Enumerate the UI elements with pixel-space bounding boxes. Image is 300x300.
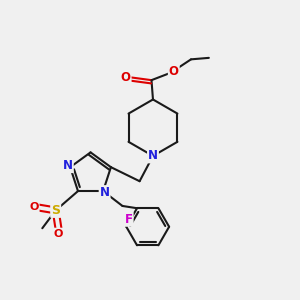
Text: N: N	[148, 149, 158, 162]
Text: S: S	[51, 204, 60, 217]
Text: N: N	[100, 186, 110, 199]
Text: O: O	[54, 229, 63, 238]
Text: O: O	[29, 202, 39, 212]
Text: O: O	[169, 65, 179, 78]
Text: F: F	[125, 213, 133, 226]
Text: O: O	[121, 71, 130, 84]
Text: N: N	[63, 159, 73, 172]
